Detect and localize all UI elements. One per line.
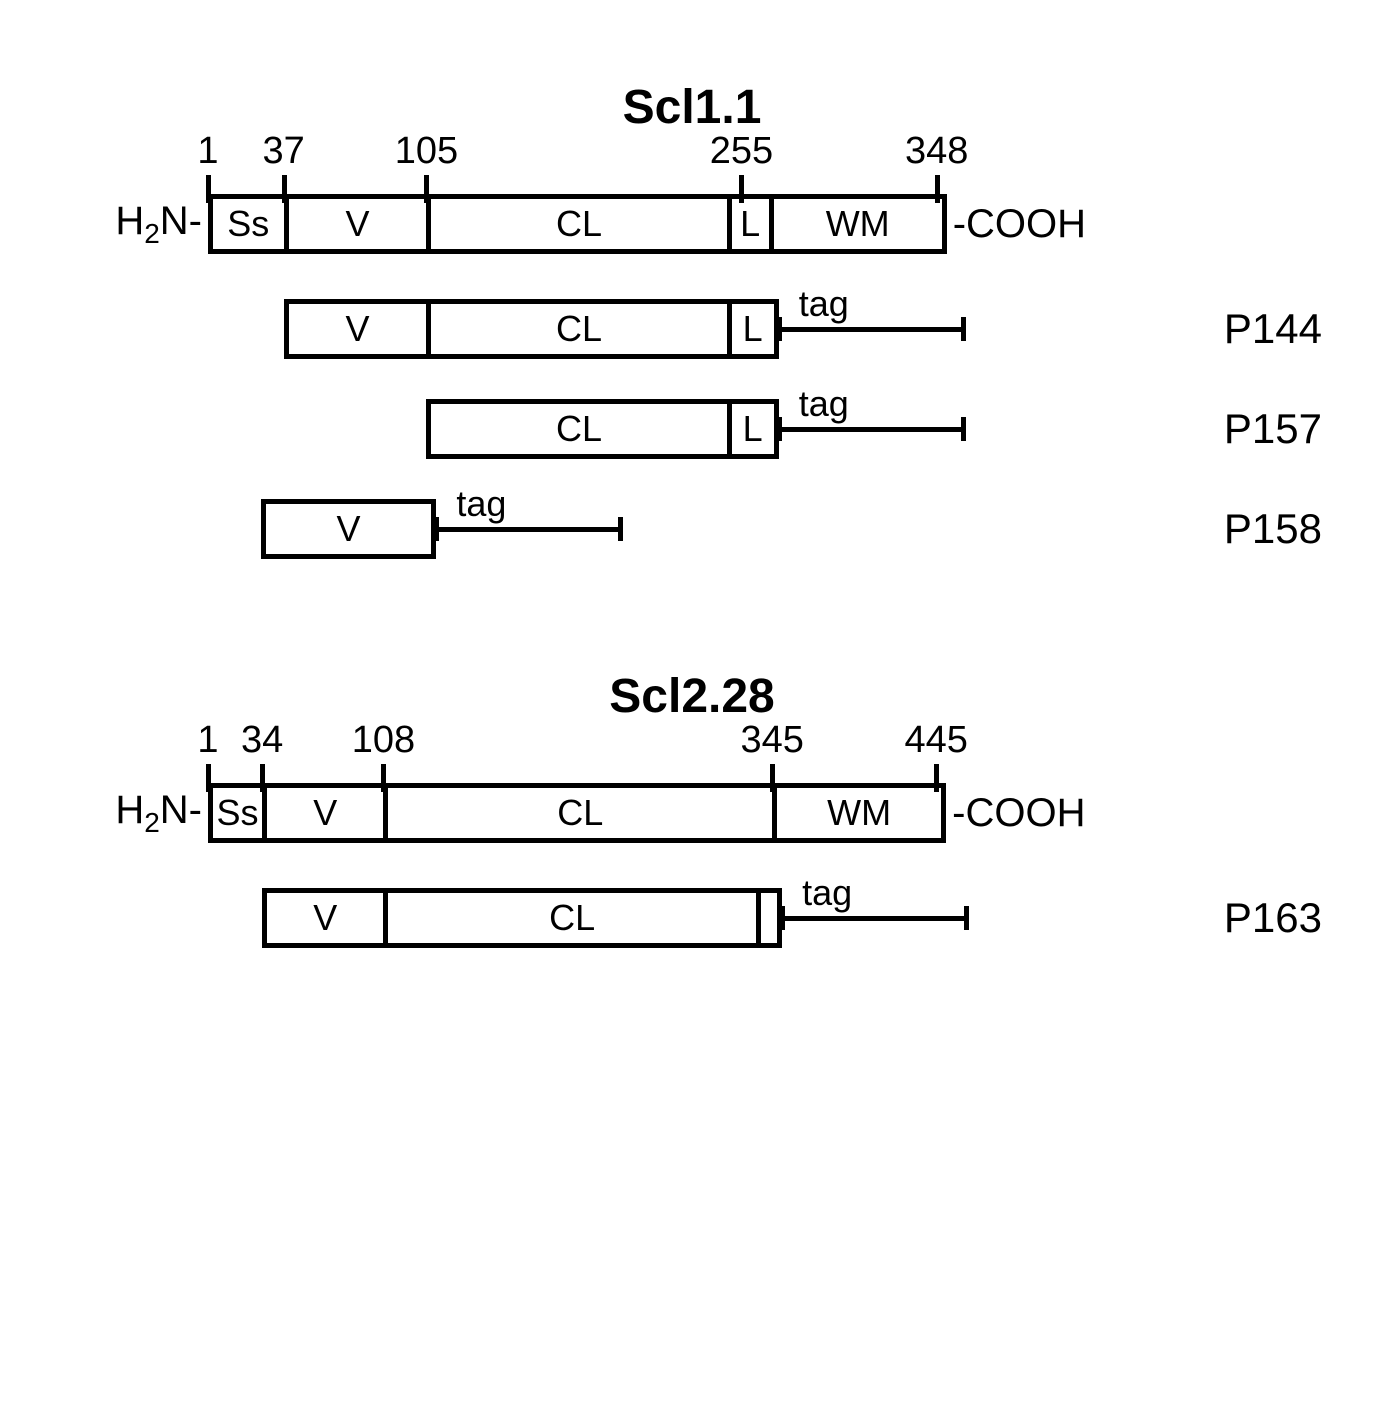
diagram-root: Scl1.1 137105255348 H2N- SsVCLLWM -COOH … bbox=[62, 80, 1322, 948]
axis-tick bbox=[770, 764, 775, 792]
axis-tick bbox=[206, 764, 211, 792]
tag-line: tag bbox=[779, 327, 964, 332]
tag-line: tag bbox=[782, 916, 967, 921]
tag-line: tag bbox=[779, 427, 964, 432]
domain-box: Ss bbox=[213, 788, 267, 838]
n-terminus-2: H2N- bbox=[62, 788, 208, 839]
domain-box: V bbox=[267, 788, 388, 838]
section1-full-domains: SsVCLLWM bbox=[208, 194, 947, 254]
section1-ticks-wrap: 137105255348 bbox=[208, 139, 937, 189]
axis-tick-label: 34 bbox=[241, 719, 283, 762]
axis-tick bbox=[739, 175, 744, 203]
construct-row: Vtag P158 bbox=[62, 499, 1322, 559]
axis-tick bbox=[381, 764, 386, 792]
n-terminus-1: H2N- bbox=[62, 199, 208, 250]
tag-label: tag bbox=[799, 383, 849, 425]
construct-domains: VCLL bbox=[284, 299, 779, 359]
section2-ticks-wrap: 134108345445 bbox=[208, 728, 936, 778]
tag-label: tag bbox=[802, 872, 852, 914]
domain-box: CL bbox=[431, 199, 731, 249]
tag-line: tag bbox=[436, 527, 621, 532]
axis-tick bbox=[935, 175, 940, 203]
section2-ticks: 134108345445 bbox=[208, 728, 936, 778]
axis-tick bbox=[206, 175, 211, 203]
axis-tick bbox=[260, 764, 265, 792]
construct-name: P144 bbox=[1144, 305, 1322, 353]
domain-box: CL bbox=[388, 788, 777, 838]
domain-box: L bbox=[732, 404, 774, 454]
domain-box: V bbox=[266, 504, 432, 554]
section1-title: Scl1.1 bbox=[62, 80, 1322, 135]
section-scl2: Scl2.28 134108345445 H2N- SsVCLWM -COOH … bbox=[62, 669, 1322, 948]
domain-box: V bbox=[267, 893, 388, 943]
tag-label: tag bbox=[799, 283, 849, 325]
construct-name: P157 bbox=[1144, 405, 1322, 453]
domain-box: CL bbox=[431, 304, 731, 354]
domain-box bbox=[761, 893, 777, 943]
axis-tick bbox=[934, 764, 939, 792]
domain-box: Ss bbox=[213, 199, 289, 249]
axis-tick-label: 1 bbox=[197, 719, 218, 762]
construct-row: VCLtagP163 bbox=[62, 888, 1322, 948]
axis-tick-label: 445 bbox=[904, 719, 967, 762]
construct-name: P158 bbox=[1144, 505, 1322, 553]
section-scl1: Scl1.1 137105255348 H2N- SsVCLLWM -COOH … bbox=[62, 80, 1322, 559]
domain-box: CL bbox=[431, 404, 731, 454]
axis-tick-label: 348 bbox=[905, 130, 968, 173]
section2-full-domains: SsVCLWM bbox=[208, 783, 946, 843]
section2-full-row: H2N- SsVCLWM -COOH bbox=[62, 778, 1322, 848]
axis-tick-label: 345 bbox=[740, 719, 803, 762]
section1-ticks: 137105255348 bbox=[208, 139, 937, 189]
axis-tick bbox=[424, 175, 429, 203]
construct-domains: V bbox=[261, 499, 437, 559]
domain-box: WM bbox=[777, 788, 941, 838]
axis-tick-label: 105 bbox=[395, 130, 458, 173]
section1-constructs: VCLLtagP144CLLtagP157VtagP158 bbox=[62, 299, 1322, 559]
section2-constructs: VCLtagP163 bbox=[62, 888, 1322, 948]
tag-label: tag bbox=[456, 483, 506, 525]
section1-full-row: H2N- SsVCLLWM -COOH bbox=[62, 189, 1322, 259]
axis-tick-label: 255 bbox=[710, 130, 773, 173]
construct-domains: CLL bbox=[426, 399, 778, 459]
axis-tick-label: 108 bbox=[352, 719, 415, 762]
axis-tick-label: 1 bbox=[197, 130, 218, 173]
domain-box: WM bbox=[774, 199, 942, 249]
construct-domains: VCL bbox=[262, 888, 782, 948]
domain-box: L bbox=[732, 304, 774, 354]
construct-name: P163 bbox=[1144, 894, 1322, 942]
axis-tick-label: 37 bbox=[262, 130, 304, 173]
construct-row: VCLLtag P144 bbox=[62, 299, 1322, 359]
domain-box: V bbox=[289, 304, 432, 354]
domain-box: L bbox=[732, 199, 774, 249]
c-terminus-2: -COOH bbox=[946, 791, 1112, 836]
section2-title: Scl2.28 bbox=[62, 669, 1322, 724]
construct-row: CLLtag P157 bbox=[62, 399, 1322, 459]
c-terminus-1: -COOH bbox=[947, 202, 1113, 247]
axis-tick bbox=[282, 175, 287, 203]
domain-box: CL bbox=[388, 893, 760, 943]
domain-box: V bbox=[289, 199, 432, 249]
